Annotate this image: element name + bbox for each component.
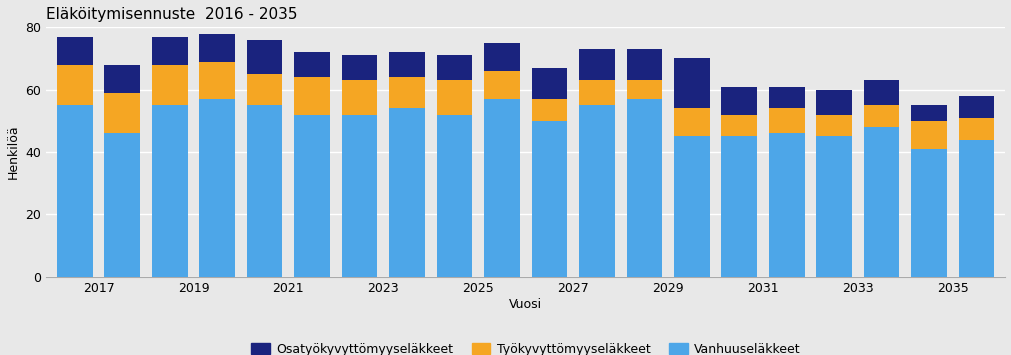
- Bar: [531, 68, 567, 99]
- Bar: [721, 115, 756, 136]
- Bar: [816, 90, 851, 115]
- Bar: [342, 115, 377, 277]
- Bar: [673, 108, 709, 136]
- Bar: [437, 55, 472, 80]
- Bar: [578, 105, 614, 277]
- Bar: [437, 115, 472, 277]
- Legend: Osatyökyvyttömyyseläkkeet, Työkyvyttömyyseläkkeet, Vanhuuseläkkeet: Osatyökyvyttömyyseläkkeet, Työkyvyttömyy…: [246, 338, 805, 355]
- Bar: [673, 136, 709, 277]
- Bar: [483, 71, 520, 99]
- Bar: [768, 108, 804, 133]
- Bar: [199, 62, 235, 99]
- Bar: [389, 108, 425, 277]
- Bar: [342, 80, 377, 115]
- Bar: [247, 74, 282, 105]
- Bar: [957, 140, 994, 277]
- Y-axis label: Henkilöä: Henkilöä: [7, 125, 20, 179]
- Bar: [911, 121, 946, 149]
- X-axis label: Vuosi: Vuosi: [509, 297, 542, 311]
- Bar: [957, 96, 994, 118]
- Bar: [294, 77, 330, 115]
- Bar: [199, 33, 235, 62]
- Bar: [673, 59, 709, 108]
- Bar: [437, 80, 472, 115]
- Bar: [721, 136, 756, 277]
- Bar: [104, 65, 140, 93]
- Bar: [816, 115, 851, 136]
- Bar: [483, 99, 520, 277]
- Bar: [152, 65, 187, 105]
- Text: Eläköitymisennuste  2016 - 2035: Eläköitymisennuste 2016 - 2035: [47, 7, 297, 22]
- Bar: [152, 105, 187, 277]
- Bar: [578, 80, 614, 105]
- Bar: [342, 55, 377, 80]
- Bar: [104, 93, 140, 133]
- Bar: [389, 52, 425, 77]
- Bar: [768, 133, 804, 277]
- Bar: [911, 149, 946, 277]
- Bar: [152, 37, 187, 65]
- Bar: [57, 105, 93, 277]
- Bar: [294, 115, 330, 277]
- Bar: [816, 136, 851, 277]
- Bar: [57, 37, 93, 65]
- Bar: [294, 52, 330, 77]
- Bar: [768, 87, 804, 108]
- Bar: [247, 40, 282, 74]
- Bar: [721, 87, 756, 115]
- Bar: [578, 49, 614, 80]
- Bar: [626, 49, 661, 80]
- Bar: [863, 127, 899, 277]
- Bar: [199, 99, 235, 277]
- Bar: [911, 105, 946, 121]
- Bar: [863, 105, 899, 127]
- Bar: [531, 121, 567, 277]
- Bar: [389, 77, 425, 108]
- Bar: [626, 80, 661, 99]
- Bar: [863, 80, 899, 105]
- Bar: [247, 105, 282, 277]
- Bar: [104, 133, 140, 277]
- Bar: [531, 99, 567, 121]
- Bar: [957, 118, 994, 140]
- Bar: [483, 43, 520, 71]
- Bar: [626, 99, 661, 277]
- Bar: [57, 65, 93, 105]
